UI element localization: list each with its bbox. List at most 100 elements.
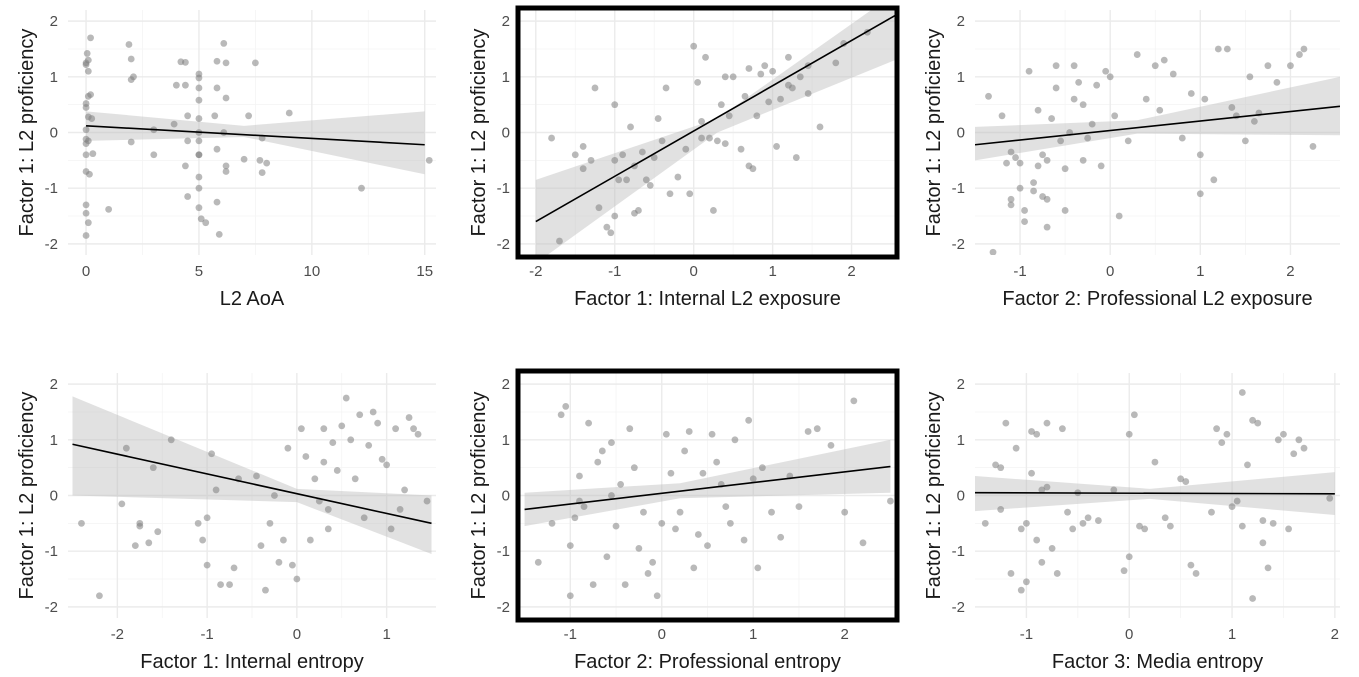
data-point	[710, 207, 717, 214]
data-point	[288, 561, 296, 569]
data-point	[195, 74, 203, 82]
data-point	[213, 84, 221, 92]
x-axis-title: Factor 2: Professional L2 exposure	[1002, 288, 1312, 310]
data-point	[181, 58, 189, 66]
data-point	[414, 430, 422, 438]
data-point	[1017, 586, 1025, 594]
data-point	[217, 581, 224, 588]
data-point	[1201, 95, 1209, 103]
data-point	[320, 458, 328, 466]
data-point	[1250, 117, 1258, 125]
data-point	[396, 506, 404, 513]
data-point	[1238, 389, 1246, 396]
x-tick-label: 0	[293, 626, 301, 643]
data-point	[1048, 544, 1056, 552]
data-point	[1028, 469, 1035, 477]
data-point	[202, 219, 210, 227]
data-point	[324, 525, 332, 533]
y-tick-label: 1	[50, 432, 58, 449]
data-point	[757, 70, 765, 78]
points	[981, 389, 1334, 602]
data-point	[672, 525, 679, 533]
data-point	[1287, 62, 1294, 70]
data-point	[333, 467, 341, 474]
data-point	[761, 62, 769, 70]
data-point	[662, 84, 670, 92]
data-point	[1141, 525, 1149, 533]
data-point	[213, 145, 221, 153]
data-point	[181, 81, 189, 89]
data-point	[998, 112, 1006, 120]
x-axis-title: Factor 1: Internal L2 exposure	[574, 288, 841, 310]
data-point	[694, 531, 702, 538]
data-point	[423, 497, 431, 505]
regression-line	[72, 443, 432, 525]
data-point	[293, 575, 301, 583]
data-point	[1088, 120, 1096, 128]
data-point	[220, 129, 228, 136]
data-point	[603, 553, 611, 561]
data-point	[827, 441, 835, 449]
data-point	[765, 98, 773, 106]
data-point	[816, 123, 824, 131]
data-point	[699, 469, 707, 477]
data-point	[997, 506, 1005, 513]
data-point	[795, 503, 803, 511]
x-tick-label: 0	[658, 626, 666, 643]
data-point	[170, 120, 178, 128]
data-point	[1012, 444, 1020, 452]
x-tick-label: -1	[1013, 263, 1026, 280]
data-point	[88, 115, 96, 122]
confidence-band	[535, 10, 895, 255]
data-point	[369, 408, 377, 416]
data-point	[297, 425, 305, 433]
x-tick-label: 0	[1106, 263, 1114, 280]
data-point	[425, 156, 433, 164]
data-point	[195, 173, 203, 181]
data-point	[257, 542, 265, 550]
data-point	[804, 90, 812, 97]
data-point	[630, 464, 638, 472]
data-point	[566, 542, 574, 550]
data-point	[650, 154, 658, 161]
data-point	[1052, 84, 1060, 92]
data-point	[89, 150, 97, 158]
data-point	[1007, 195, 1015, 203]
data-point	[266, 519, 274, 527]
x-tick-label: 2	[847, 263, 855, 280]
data-point	[1084, 514, 1092, 522]
y-axis-title: Factor 1: L2 proficiency	[468, 29, 490, 237]
data-point	[1151, 62, 1159, 70]
data-point	[985, 92, 992, 100]
data-point	[195, 84, 203, 92]
data-point	[1070, 62, 1078, 70]
data-point	[617, 480, 625, 488]
highlight-frame	[515, 368, 900, 623]
data-point	[342, 394, 350, 402]
x-tick-label: 1	[749, 626, 757, 643]
data-point	[1038, 558, 1046, 566]
data-point	[222, 94, 230, 102]
y-tick-label: 1	[957, 69, 965, 86]
data-point	[1120, 567, 1128, 575]
data-point	[87, 91, 94, 99]
panel-media-entropy: -1 0 1 2 -2 -1 0 1 2 Factor 3: Media entropy Facto…	[923, 373, 1340, 673]
y-tick-label: 2	[502, 376, 510, 393]
data-point	[1007, 201, 1015, 209]
data-point	[387, 525, 395, 533]
data-point	[1048, 115, 1056, 122]
data-point	[1295, 436, 1303, 444]
data-point	[127, 138, 135, 146]
x-tick-label: -1	[200, 626, 213, 643]
y-tick-label: 2	[50, 376, 58, 393]
data-point	[611, 212, 619, 220]
data-point	[608, 492, 615, 499]
data-point	[1228, 104, 1236, 111]
data-point	[813, 425, 821, 433]
x-tick-label: -2	[111, 626, 124, 643]
data-point	[84, 219, 92, 227]
data-point	[203, 561, 211, 569]
data-point	[1043, 419, 1051, 427]
data-point	[674, 173, 682, 181]
